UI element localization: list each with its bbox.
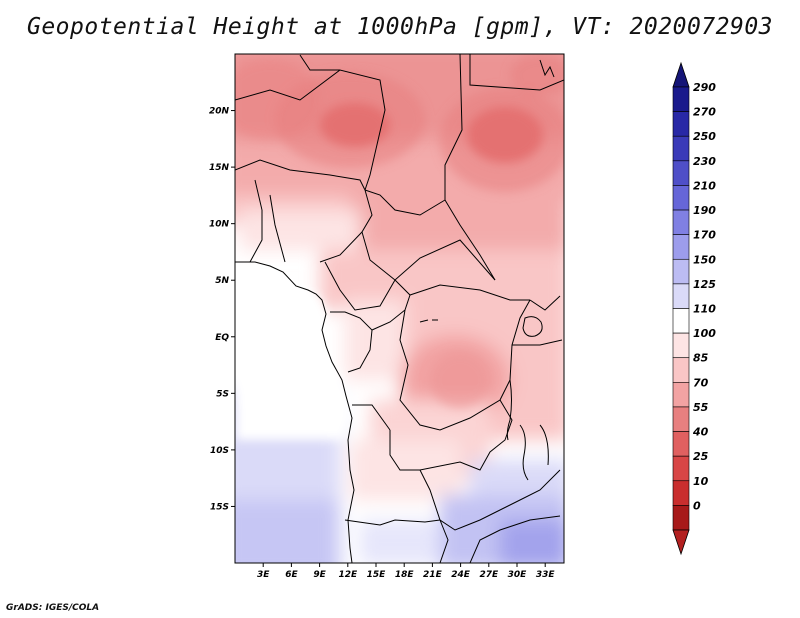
colorbar-label: 110 [693, 303, 716, 316]
lon-tick-label: 3E [257, 570, 270, 580]
colorbar-swatch [672, 480, 690, 506]
lat-tick-label: 5S [216, 389, 229, 399]
lon-tick-label: 18E [395, 570, 415, 580]
colorbar-label: 55 [693, 401, 709, 414]
colorbar-label: 85 [693, 352, 709, 365]
lat-tick-label: 5N [215, 276, 229, 286]
colorbar-swatch [672, 160, 690, 186]
colorbar-swatch [672, 283, 690, 309]
colorbar-label: 190 [693, 204, 716, 217]
height-field [235, 54, 564, 563]
colorbar-label: 290 [693, 81, 716, 94]
colorbar-swatch [672, 332, 690, 359]
lat-tick-label: 15S [210, 502, 229, 512]
colorbar-label: 0 [693, 499, 701, 512]
lon-tick-label: 30E [508, 570, 528, 580]
lat-tick-label: 10S [210, 446, 229, 456]
colorbar-swatch [672, 406, 690, 432]
lat-tick-label: EQ [215, 333, 229, 343]
colorbar-label: 250 [693, 130, 716, 143]
colorbar-label: 70 [693, 376, 709, 389]
colorbar-swatch [672, 431, 690, 457]
colorbar-max-arrow [672, 61, 690, 88]
colorbar-label: 125 [693, 278, 716, 291]
lat-tick-label: 20N [209, 107, 230, 117]
colorbar-swatch [672, 86, 690, 112]
lon-tick-label: 33E [536, 570, 556, 580]
lon-tick-label: 12E [338, 570, 358, 580]
grads-credit: GrADS: IGES/COLA [6, 603, 100, 613]
colorbar-label: 150 [693, 253, 716, 266]
colorbar-swatch [672, 308, 690, 334]
lon-tick-label: 21E [423, 570, 443, 580]
colorbar-swatch [672, 357, 690, 383]
colorbar-label: 25 [693, 450, 709, 463]
colorbar-swatch [672, 382, 690, 408]
colorbar-swatch [672, 209, 690, 235]
colorbar-swatch [672, 505, 690, 531]
map-frame [234, 53, 565, 564]
colorbar-swatch [672, 455, 690, 482]
colorbar-swatch [672, 234, 690, 260]
colorbar-label: 230 [693, 155, 716, 168]
lon-tick-label: 9E [313, 570, 326, 580]
colorbar-swatch [672, 258, 690, 285]
colorbar-min-arrow [672, 529, 690, 556]
colorbar-label: 10 [693, 475, 709, 488]
colorbar-swatch [672, 111, 690, 137]
lon-tick-label: 15E [367, 570, 387, 580]
lon-tick-label: 27E [479, 570, 499, 580]
latitude-axis: 20N 15N 10N 5N EQ 5S 10S 15S [209, 107, 235, 512]
lon-tick-label: 24E [451, 570, 471, 580]
colorbar-swatch [672, 135, 690, 162]
colorbar-swatch [672, 185, 690, 211]
colorbar-label: 270 [693, 106, 716, 119]
colorbar-label: 210 [693, 179, 716, 192]
figure-title: Geopotential Height at 1000hPa [gpm], VT… [26, 14, 774, 40]
lat-tick-label: 10N [209, 220, 230, 230]
colorbar-label: 170 [693, 229, 716, 242]
lat-tick-label: 15N [209, 163, 230, 173]
colorbar-label: 40 [692, 426, 709, 439]
longitude-axis: 3E 6E 9E 12E 15E 18E 21E 24E 27E 30E 33E [257, 563, 555, 580]
colorbar: 2902702502302101901701501251101008570554… [672, 61, 716, 556]
colorbar-label: 100 [693, 327, 716, 340]
lon-tick-label: 6E [285, 570, 298, 580]
political-boundaries [235, 54, 564, 563]
